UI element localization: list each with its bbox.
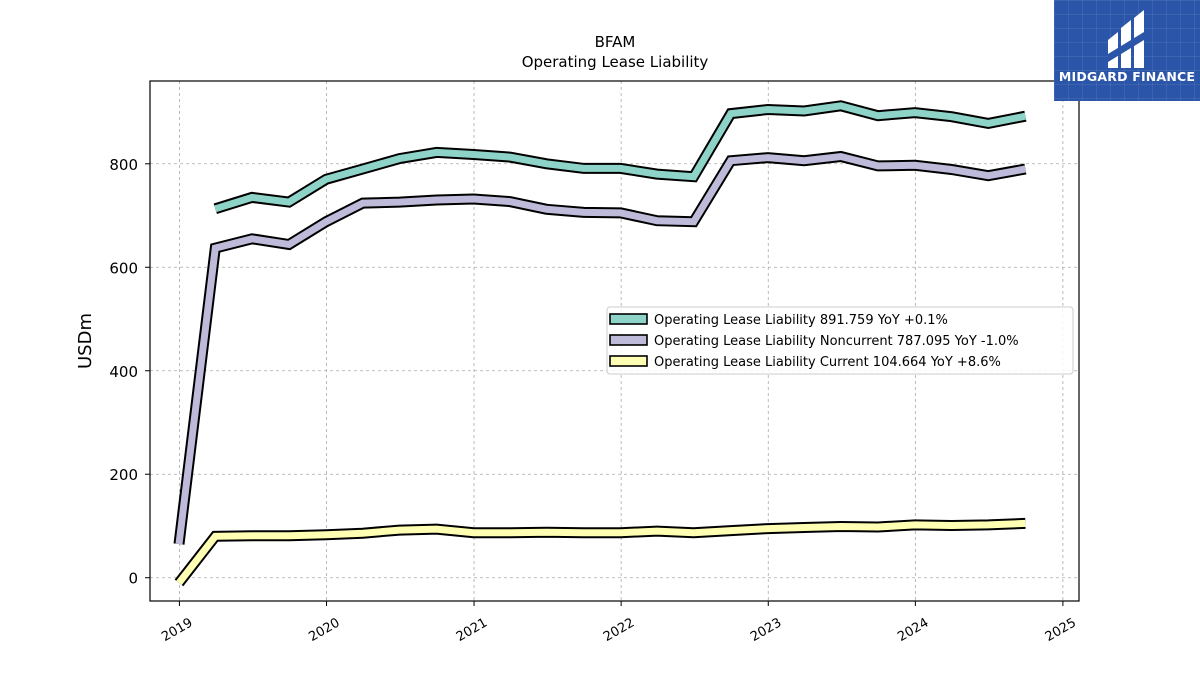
y-tick-label: 200: [109, 466, 138, 484]
x-tick-label: 2023: [748, 615, 784, 645]
series-line-1: [175, 152, 1027, 545]
y-tick-label: 600: [109, 259, 138, 277]
legend-label-2: Operating Lease Liability Current 104.66…: [654, 355, 1001, 370]
logo-text: MIDGARD FINANCE: [1058, 69, 1196, 84]
series-line-0: [214, 102, 1027, 213]
x-tick-label: 2020: [306, 615, 342, 645]
logo-mark-icon: [1108, 10, 1144, 68]
legend-label-0: Operating Lease Liability 891.759 YoY +0…: [654, 313, 948, 328]
y-tick-label: 0: [128, 570, 138, 588]
x-tick-label: 2025: [1043, 615, 1079, 645]
y-tick-label: 800: [109, 156, 138, 174]
legend-label-1: Operating Lease Liability Noncurrent 787…: [654, 334, 1019, 349]
series-line-2: [176, 519, 1026, 586]
series-outline-0: [213, 100, 1027, 215]
legend: Operating Lease Liability 891.759 YoY +0…: [606, 306, 1074, 375]
midgard-finance-logo: MIDGARD FINANCE: [1054, 0, 1200, 101]
x-tick-label: 2021: [454, 615, 490, 645]
x-tick-label: 2019: [159, 615, 195, 645]
y-axis-label: USDm: [75, 313, 96, 369]
chart-title: BFAM: [595, 33, 636, 51]
plot-frame: [149, 80, 1080, 602]
legend-swatch-2: [609, 355, 648, 367]
legend-box: [606, 306, 1074, 375]
x-tick-label: 2022: [601, 615, 637, 645]
series-lines: [173, 100, 1027, 587]
legend-swatch-0: [609, 313, 648, 325]
x-tick-label: 2024: [895, 615, 931, 645]
axis-ticks: 0 200 400 600 800 2019 2020 2021 2022 2023 2024 202…: [109, 156, 1079, 645]
legend-swatch-1: [609, 334, 648, 346]
y-tick-label: 400: [109, 363, 138, 381]
chart-subtitle: Operating Lease Liability: [522, 53, 709, 71]
